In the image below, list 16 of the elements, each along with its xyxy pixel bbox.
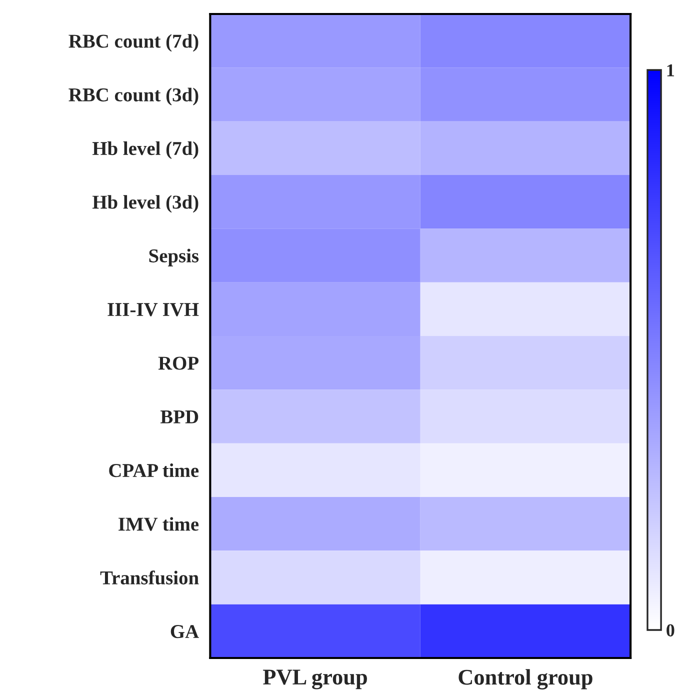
x-tick-label: Control group xyxy=(458,669,592,690)
y-tick-label: Transfusion xyxy=(100,570,199,584)
y-tick-label: CPAP time xyxy=(109,463,199,478)
y-tick-label: IMV time xyxy=(118,517,199,531)
color-bar-label: 0 xyxy=(666,624,674,636)
x-tick-label: PVL group xyxy=(263,670,367,690)
y-tick-label: III-IV IVH xyxy=(108,303,199,316)
y-tick-label: Sepsis xyxy=(149,248,199,266)
y-tick-label: RBC count (3d) xyxy=(68,88,198,106)
y-tick-label: Hb level (7d) xyxy=(92,141,198,160)
y-tick-label: GA xyxy=(170,625,199,638)
y-tick-label: ROP xyxy=(158,356,199,370)
y-tick-label: RBC count (7d) xyxy=(68,34,198,52)
y-tick-label: Hb level (3d) xyxy=(92,195,198,213)
color-bar-label: 1 xyxy=(667,64,674,76)
y-tick-label: BPD xyxy=(160,410,198,424)
